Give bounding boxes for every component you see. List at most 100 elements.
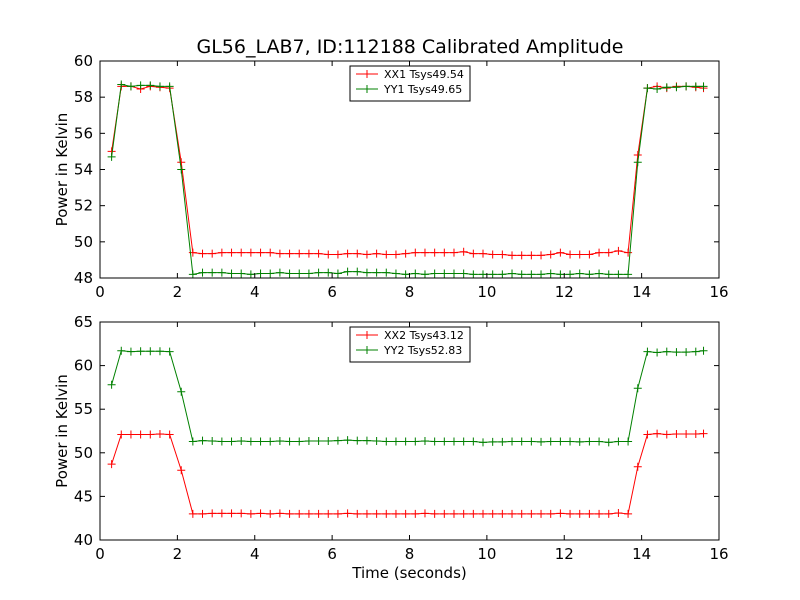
y-tick-label: 50 (74, 233, 93, 251)
data-point-marker (546, 250, 555, 259)
data-point-marker (614, 246, 623, 255)
data-point-marker (585, 250, 594, 259)
data-point-marker (527, 437, 536, 446)
data-point-marker (333, 436, 342, 445)
data-point-marker (256, 509, 265, 518)
data-point-marker (285, 437, 294, 446)
data-point-marker (633, 151, 642, 160)
data-point-marker (391, 437, 400, 446)
data-point-marker (324, 250, 333, 259)
x-tick-label: 4 (250, 283, 260, 301)
x-tick-label: 8 (405, 283, 415, 301)
data-point-marker (117, 80, 126, 89)
data-point-marker (362, 268, 371, 277)
data-point-marker (575, 269, 584, 278)
data-point-marker (430, 437, 439, 446)
data-point-marker (411, 509, 420, 518)
data-point-marker (459, 437, 468, 446)
data-point-marker (498, 250, 507, 259)
data-point-marker (343, 436, 352, 445)
data-point-marker (256, 437, 265, 446)
data-point-marker (353, 509, 362, 518)
data-point-marker (527, 270, 536, 279)
data-point-marker (275, 509, 284, 518)
data-point-marker (440, 437, 449, 446)
data-point-marker (198, 436, 207, 445)
x-tick-label: 12 (555, 283, 574, 301)
data-point-marker (546, 437, 555, 446)
data-point-marker (227, 509, 236, 518)
data-point-marker (217, 248, 226, 257)
data-point-marker (469, 509, 478, 518)
legend-label: YY2 Tsys52.83 (383, 344, 462, 357)
data-point-marker (362, 436, 371, 445)
data-point-marker (107, 380, 116, 389)
y-tick-label: 55 (74, 400, 93, 418)
data-point-marker (633, 158, 642, 167)
data-point-marker (604, 509, 613, 518)
data-point-marker (304, 437, 313, 446)
data-point-marker (430, 248, 439, 257)
data-point-marker (517, 437, 526, 446)
data-point-marker (498, 270, 507, 279)
data-point-marker (382, 437, 391, 446)
data-point-marker (459, 509, 468, 518)
data-point-marker (295, 269, 304, 278)
data-point-marker (633, 384, 642, 393)
data-point-marker (537, 270, 546, 279)
data-point-marker (304, 269, 313, 278)
data-point-marker (566, 437, 575, 446)
data-point-marker (401, 437, 410, 446)
data-point-marker (556, 509, 565, 518)
data-point-marker (304, 249, 313, 258)
data-point-marker (208, 268, 217, 277)
x-tick-label: 2 (173, 283, 183, 301)
series-markers-2 (107, 80, 708, 279)
data-point-marker (126, 430, 135, 439)
data-point-marker (604, 248, 613, 257)
data-point-marker (126, 82, 135, 91)
data-point-marker (177, 466, 186, 475)
data-point-marker (411, 269, 420, 278)
x-tick-label: 2 (173, 545, 183, 563)
data-point-marker (508, 509, 517, 518)
data-point-marker (391, 269, 400, 278)
y-tick-label: 60 (74, 52, 93, 70)
data-point-marker (362, 250, 371, 259)
data-point-marker (411, 437, 420, 446)
data-point-marker (449, 437, 458, 446)
data-point-marker (508, 251, 517, 260)
x-tick-label: 12 (555, 545, 574, 563)
top-panel: 0 2 4 6 8 10 12 14 16 48 50 52 54 56 58 60 Power in Kelv… (53, 52, 729, 301)
data-point-marker (382, 509, 391, 518)
x-tick-label: 0 (95, 283, 105, 301)
data-point-marker (440, 248, 449, 257)
data-point-marker (227, 248, 236, 257)
data-point-marker (469, 270, 478, 279)
data-point-marker (188, 437, 197, 446)
data-point-marker (508, 437, 517, 446)
legend-label: YY1 Tsys49.65 (383, 83, 462, 96)
data-point-marker (575, 250, 584, 259)
data-point-marker (372, 509, 381, 518)
data-point-marker (314, 249, 323, 258)
data-point-marker (372, 437, 381, 446)
data-point-marker (566, 509, 575, 518)
data-point-marker (155, 347, 164, 356)
data-point-marker (227, 437, 236, 446)
data-point-marker (217, 437, 226, 446)
data-point-marker (556, 248, 565, 257)
data-point-marker (246, 248, 255, 257)
data-point-marker (217, 509, 226, 518)
data-point-marker (165, 82, 174, 91)
legend-marker (363, 85, 371, 93)
data-point-marker (401, 509, 410, 518)
data-point-marker (275, 249, 284, 258)
data-point-marker (165, 347, 174, 356)
legend: XX2 Tsys43.12 YY2 Tsys52.83 (349, 326, 471, 363)
data-point-marker (420, 270, 429, 279)
data-point-marker (624, 509, 633, 518)
data-point-marker (237, 248, 246, 257)
data-point-marker (117, 346, 126, 355)
